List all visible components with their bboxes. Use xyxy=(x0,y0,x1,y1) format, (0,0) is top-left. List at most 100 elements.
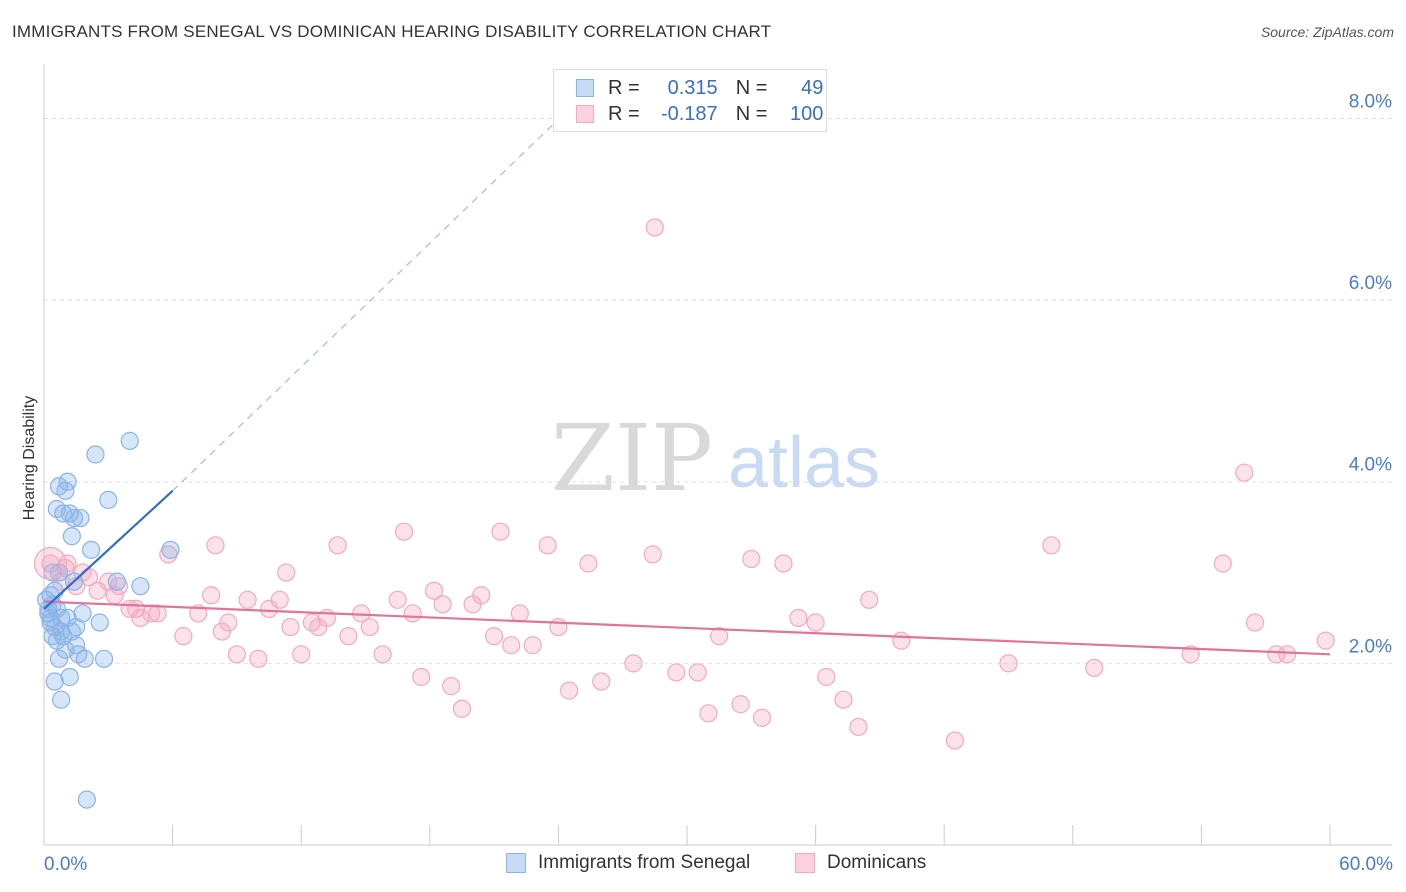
legend-label-senegal: Immigrants from Senegal xyxy=(538,852,751,873)
dominican-point xyxy=(360,617,379,637)
senegal-point xyxy=(52,690,71,709)
senegal-point xyxy=(58,472,77,491)
n-value: 49 xyxy=(801,76,824,99)
senegal-point xyxy=(94,649,114,668)
data-points xyxy=(33,218,1335,809)
dominican-point xyxy=(560,681,579,700)
watermark-atlas: atlas xyxy=(728,423,880,503)
senegal-point xyxy=(54,504,73,523)
y-tick-label: 4.0% xyxy=(1349,455,1392,476)
dominican-point xyxy=(1042,536,1061,555)
senegal-trend-extension xyxy=(172,118,559,492)
n-label: N = xyxy=(735,76,768,99)
senegal-point xyxy=(49,649,69,668)
senegal-point xyxy=(107,572,126,591)
senegal-point xyxy=(60,667,79,687)
legend-item-dominicans: Dominicans xyxy=(795,852,926,874)
dominican-point xyxy=(624,654,643,673)
chart-title: IMMIGRANTS FROM SENEGAL VS DOMINICAN HEA… xyxy=(12,22,772,41)
legend-swatch-senegal xyxy=(576,79,594,97)
senegal-point xyxy=(82,540,101,559)
legend-row-senegal: R = 0.315 N = 49 xyxy=(576,76,823,100)
dominican-point xyxy=(1316,631,1335,650)
dominican-point xyxy=(1245,613,1265,632)
axes xyxy=(43,64,1392,846)
dominican-point xyxy=(502,636,521,655)
dominican-point xyxy=(999,654,1018,673)
senegal-point xyxy=(90,613,109,632)
dominican-point xyxy=(789,608,808,628)
senegal-point xyxy=(43,563,62,582)
dominican-point xyxy=(202,586,221,605)
n-label: N = xyxy=(735,102,768,125)
dominican-point xyxy=(131,608,150,628)
senegal-trend-line xyxy=(43,490,174,610)
dominican-point xyxy=(849,717,868,737)
senegal-point xyxy=(45,581,64,600)
dominican-point xyxy=(1278,645,1297,664)
dominican-point xyxy=(442,676,461,696)
dominican-point xyxy=(860,590,879,609)
dominican-point xyxy=(1235,463,1254,482)
dominican-point xyxy=(817,667,836,687)
legend-item-senegal: Immigrants from Senegal xyxy=(506,852,750,874)
dominican-point xyxy=(148,604,167,623)
dominican-point xyxy=(752,708,772,727)
senegal-point xyxy=(86,445,105,464)
dominican-point xyxy=(33,546,68,581)
legend-swatch-dominicans xyxy=(795,853,815,873)
senegal-point xyxy=(131,577,150,596)
series-legend: Immigrants from Senegal Dominicans xyxy=(0,852,1406,876)
dominican-point xyxy=(249,649,268,668)
dominican-point xyxy=(174,627,193,646)
dominican-point xyxy=(433,595,452,614)
dominican-point xyxy=(238,590,257,609)
dominican-point xyxy=(339,627,358,646)
dominican-trend-line xyxy=(43,600,1331,656)
dominican-point xyxy=(491,522,510,541)
x-tick-label: 60.0% xyxy=(1339,854,1393,875)
dominican-point xyxy=(219,613,238,632)
senegal-point xyxy=(52,608,71,628)
source-label: Source: ZipAtlas.com xyxy=(1260,24,1394,40)
dominican-point xyxy=(403,604,422,623)
legend-label-dominicans: Dominicans xyxy=(827,852,927,873)
dominican-point xyxy=(472,586,491,605)
dominican-point xyxy=(945,731,965,750)
dominican-point xyxy=(206,536,225,555)
y-tick-label: 6.0% xyxy=(1349,273,1392,294)
dominican-point xyxy=(645,218,664,237)
dominican-point xyxy=(1213,554,1232,573)
y-tick-label: 8.0% xyxy=(1349,91,1392,112)
dominican-point xyxy=(452,699,472,718)
dominican-point xyxy=(373,645,392,664)
dominican-point xyxy=(667,663,686,682)
dominican-point xyxy=(277,563,296,582)
dominican-point xyxy=(394,522,414,541)
senegal-point xyxy=(49,563,69,582)
dominican-point xyxy=(292,645,311,664)
legend-swatch-dominicans xyxy=(576,105,594,123)
dominican-point xyxy=(510,604,529,623)
dominican-point xyxy=(485,627,504,646)
gridlines xyxy=(44,117,1392,664)
y-tick-label: 2.0% xyxy=(1349,636,1392,657)
senegal-point xyxy=(99,490,118,510)
dominican-point xyxy=(212,622,231,641)
dominican-point xyxy=(1267,645,1286,664)
dominican-point xyxy=(806,613,825,632)
dominican-point xyxy=(688,663,707,682)
r-label: R = xyxy=(608,102,640,125)
legend-swatch-senegal xyxy=(506,853,526,873)
dominican-point xyxy=(412,667,431,687)
dominican-point xyxy=(227,645,246,664)
dominican-point xyxy=(1085,658,1104,678)
watermark: ZIP atlas xyxy=(551,405,880,512)
dominican-point xyxy=(538,536,557,555)
legend-row-dominicans: R = -0.187 N = 100 xyxy=(576,102,823,126)
dominican-point xyxy=(710,627,729,646)
dominican-point xyxy=(281,617,300,637)
dominican-point xyxy=(742,549,761,569)
senegal-point xyxy=(75,649,94,668)
